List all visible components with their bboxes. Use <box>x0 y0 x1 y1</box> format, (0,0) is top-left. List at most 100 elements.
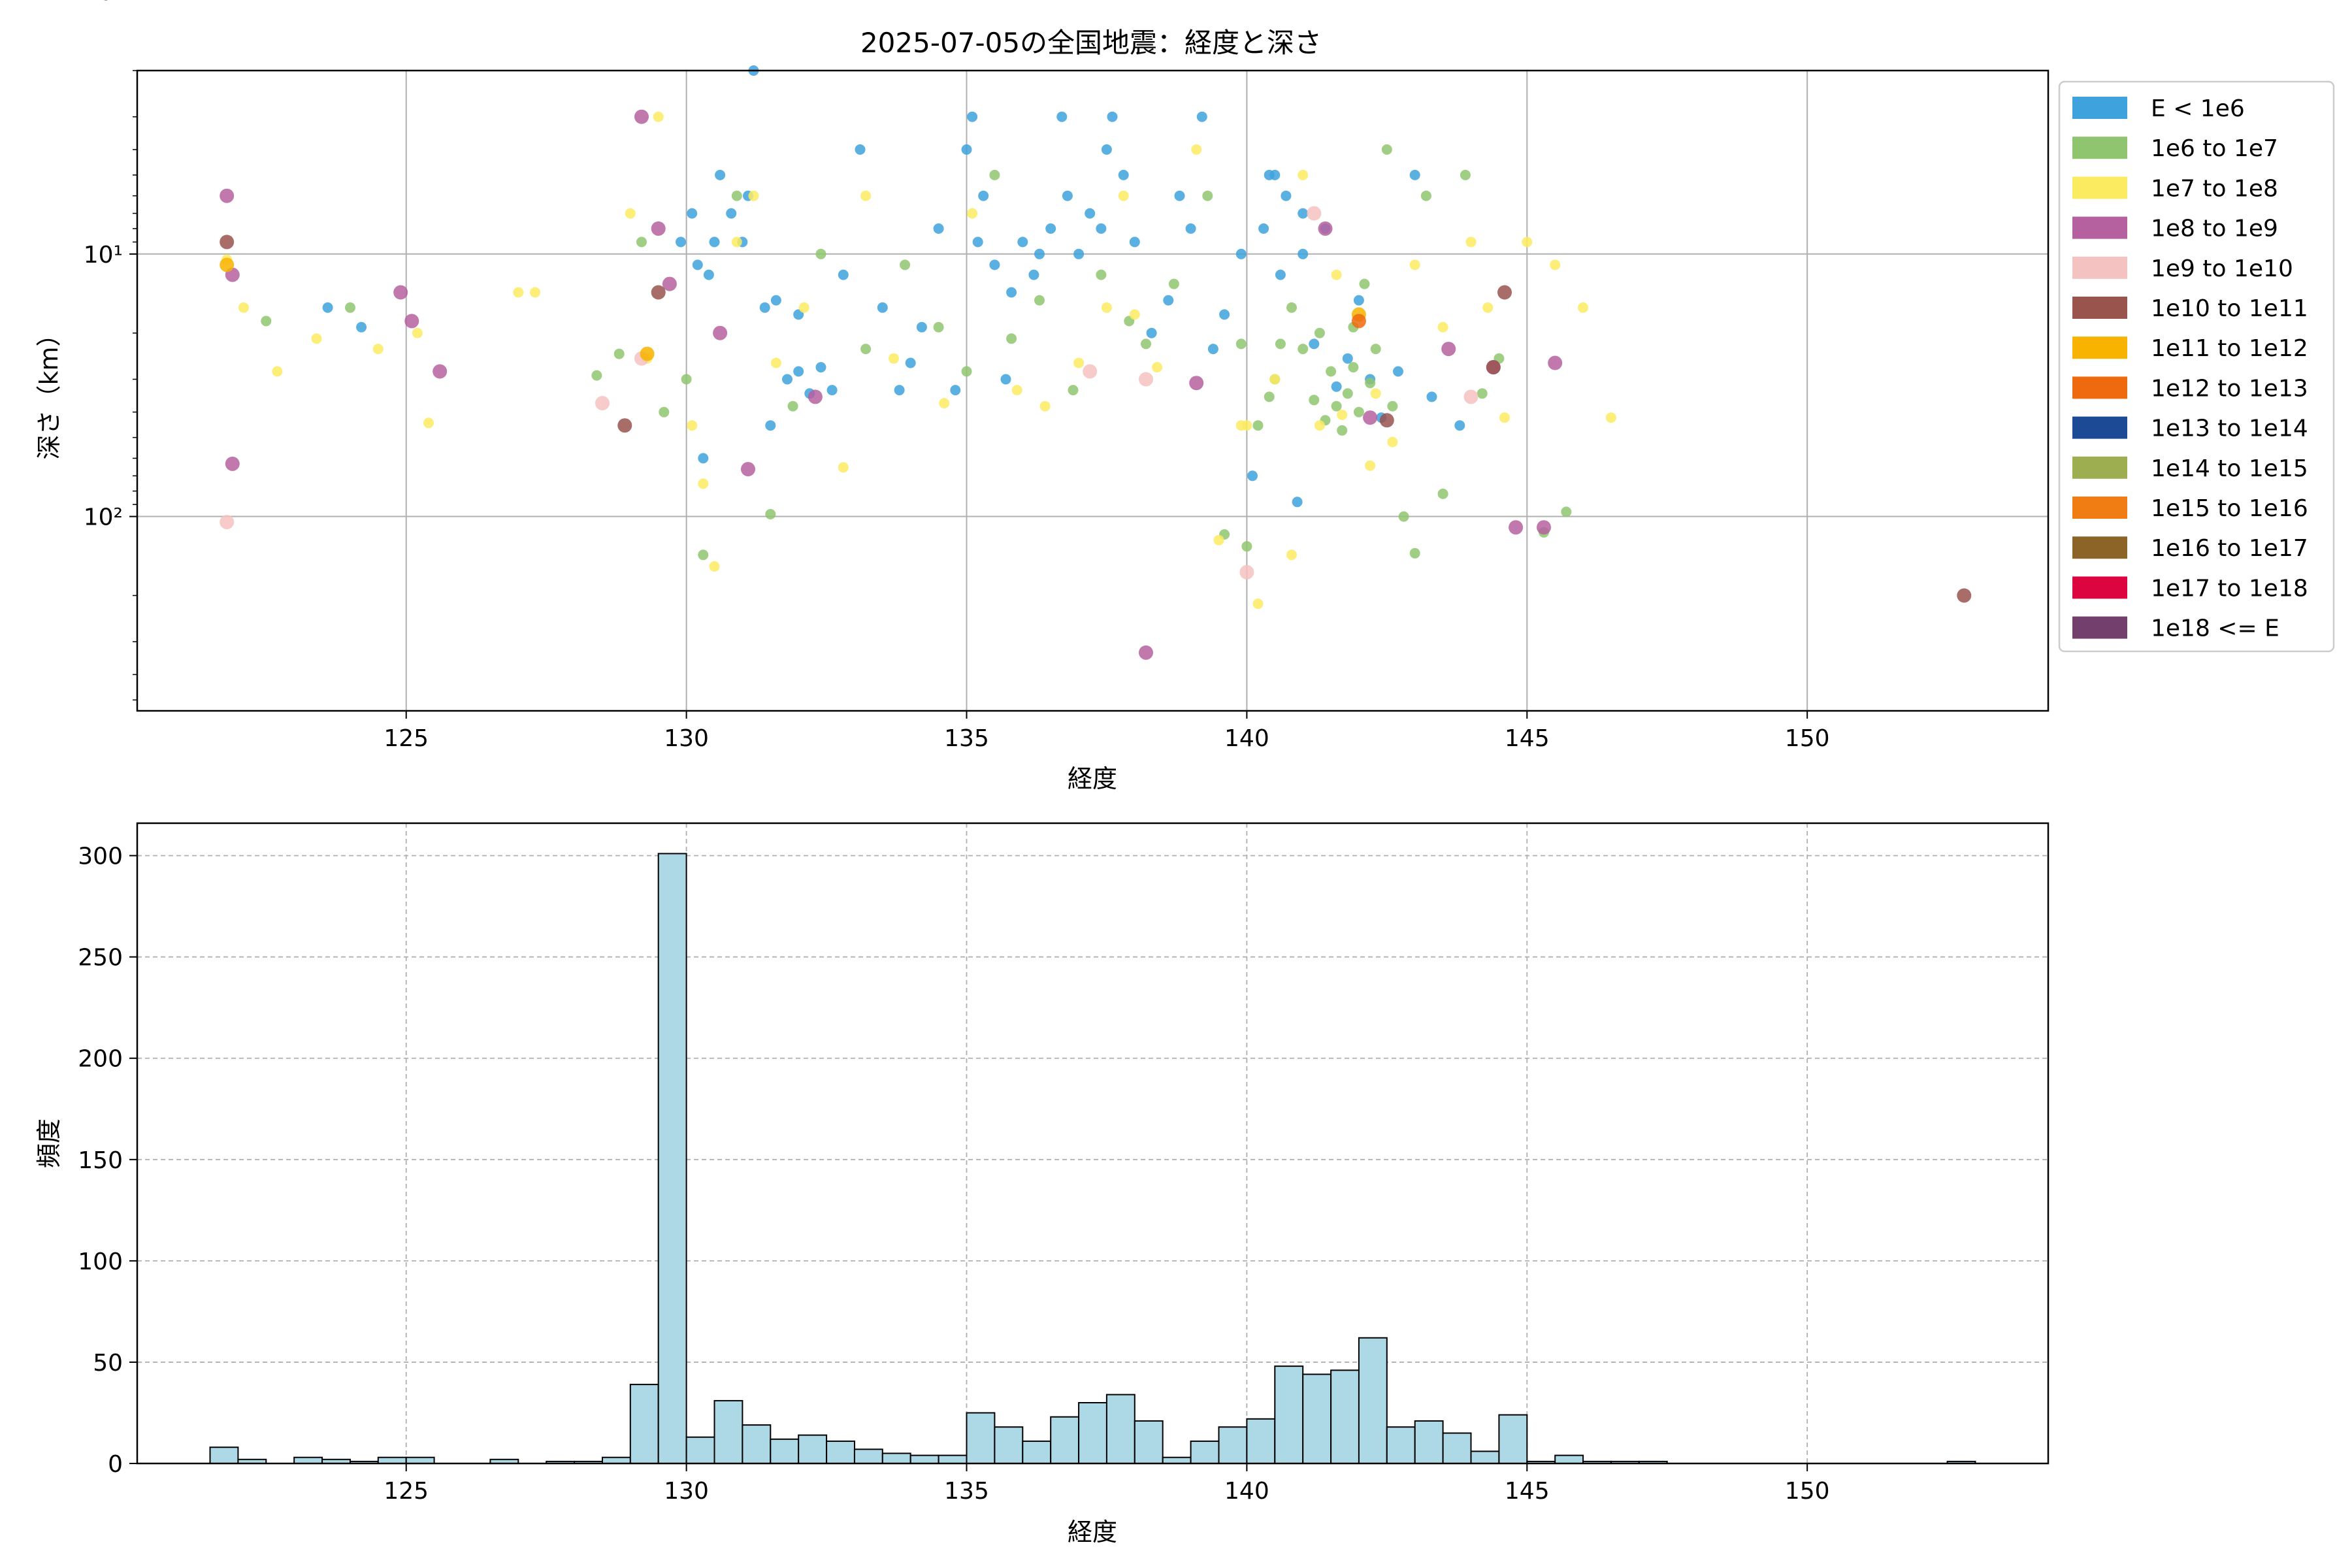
scatter-point <box>1387 436 1398 448</box>
scatter-point <box>1141 338 1151 350</box>
legend-swatch <box>2072 97 2127 119</box>
scatter-point <box>1252 420 1264 431</box>
figure-title: 2025-07-05の全国地震：経度と深さ <box>860 27 1322 59</box>
scatter-y-tick-label: 10² <box>84 504 123 531</box>
scatter-point <box>715 169 726 180</box>
scatter-point <box>1309 395 1320 406</box>
scatter-point <box>770 295 781 306</box>
histogram-bar <box>657 853 687 1464</box>
scatter-point <box>404 314 419 329</box>
scatter-point <box>1196 111 1207 122</box>
scatter-point <box>933 321 944 333</box>
scatter-point <box>731 190 742 201</box>
scatter-point <box>651 221 666 236</box>
legend-swatch <box>2072 256 2127 279</box>
histogram-y-ticks: 0 50 100 150 200 250 300 <box>78 843 137 1478</box>
histogram-bar <box>1218 1426 1248 1464</box>
histogram-bar <box>1554 1454 1584 1465</box>
scatter-point <box>894 385 905 396</box>
scatter-point <box>1365 460 1376 471</box>
scatter-point <box>1365 378 1376 389</box>
scatter-point <box>1379 413 1394 428</box>
scatter-point <box>748 190 759 201</box>
histogram-y-tick-label: 50 <box>93 1350 123 1377</box>
scatter-point <box>1548 355 1563 370</box>
histogram-bar <box>1190 1440 1220 1464</box>
scatter-x-ticks: 125 130 135 140 145 150 <box>384 711 1830 752</box>
histogram-y-tick-label: 100 <box>78 1249 123 1275</box>
scatter-point <box>741 462 755 477</box>
histogram-x-ticks: 125 130 135 140 145 150 <box>384 1463 1830 1505</box>
scatter-point <box>1326 366 1337 377</box>
legend-items: E < 1e6 1e6 to 1e7 1e7 to 1e8 1e8 to 1e9 1e9… <box>2072 95 2308 642</box>
scatter-point <box>815 248 826 259</box>
scatter-point <box>1437 488 1448 499</box>
scatter-point <box>989 169 1000 180</box>
scatter-point <box>1096 269 1107 280</box>
scatter-point <box>1239 564 1254 580</box>
scatter-point <box>1460 169 1471 180</box>
legend-label: 1e7 to 1e8 <box>2151 175 2278 202</box>
scatter-point <box>967 111 978 122</box>
scatter-point <box>698 478 709 489</box>
scatter-point <box>1437 321 1448 333</box>
scatter-point <box>1219 309 1230 320</box>
scatter-point <box>423 417 434 429</box>
scatter-point <box>372 344 384 355</box>
scatter-point <box>687 420 698 431</box>
histogram-bar <box>602 1456 631 1464</box>
legend-label: 1e13 to 1e14 <box>2151 416 2308 442</box>
histogram-bar <box>1050 1416 1080 1464</box>
histogram-frame <box>136 822 2050 1465</box>
scatter-point <box>698 453 709 464</box>
scatter-point <box>1118 169 1129 180</box>
histogram-bar <box>1358 1337 1388 1464</box>
scatter-point <box>1191 144 1202 155</box>
scatter-point <box>1281 190 1292 201</box>
scatter-x-tick-label: 150 <box>1785 725 1830 752</box>
scatter-point <box>659 406 670 417</box>
scatter-y-tick-label: 10⁰ <box>84 0 123 6</box>
scatter-point <box>225 456 240 471</box>
histogram-bar <box>909 1454 939 1465</box>
scatter-point <box>1351 314 1366 329</box>
scatter-point <box>950 385 961 396</box>
histogram-bar <box>713 1399 743 1464</box>
scatter-point <box>889 353 899 364</box>
scatter-point <box>1307 206 1322 221</box>
scatter-point <box>1006 333 1017 344</box>
scatter-point <box>1337 425 1348 436</box>
histogram-bar <box>1386 1426 1416 1464</box>
scatter-point <box>1298 248 1309 259</box>
scatter-point <box>653 111 664 122</box>
scatter-point <box>1101 144 1112 155</box>
scatter-point <box>1561 506 1572 517</box>
scatter-point <box>393 285 408 300</box>
histogram-bar <box>209 1446 239 1464</box>
legend-swatch <box>2072 297 2127 319</box>
histogram-bar <box>1246 1418 1276 1465</box>
scatter-point <box>1163 295 1174 306</box>
scatter-point <box>1207 344 1218 355</box>
scatter-point <box>1298 344 1309 355</box>
scatter-point <box>220 257 235 272</box>
legend-swatch <box>2072 376 2127 399</box>
histogram-bar <box>853 1448 883 1465</box>
scatter-point <box>433 364 448 379</box>
scatter-x-label: 経度 <box>1068 764 1117 793</box>
histogram-bar <box>1162 1456 1192 1464</box>
scatter-point <box>1342 388 1353 399</box>
scatter-x-tick-label: 135 <box>944 725 989 752</box>
scatter-point <box>1409 169 1420 180</box>
scatter-point <box>770 357 781 368</box>
histogram-panel: 125 130 135 140 145 150 0 50 100 150 200 250 300 経度… <box>35 822 2050 1546</box>
histogram-y-label: 頻度 <box>35 1119 63 1168</box>
legend-swatch <box>2072 616 2127 639</box>
scatter-point <box>1509 520 1524 535</box>
legend-swatch <box>2072 497 2127 519</box>
histogram-bar <box>966 1412 996 1464</box>
legend-label: 1e9 to 1e10 <box>2151 255 2293 282</box>
scatter-point <box>1118 190 1129 201</box>
scatter-point <box>1146 327 1157 338</box>
scatter-point <box>967 208 978 219</box>
